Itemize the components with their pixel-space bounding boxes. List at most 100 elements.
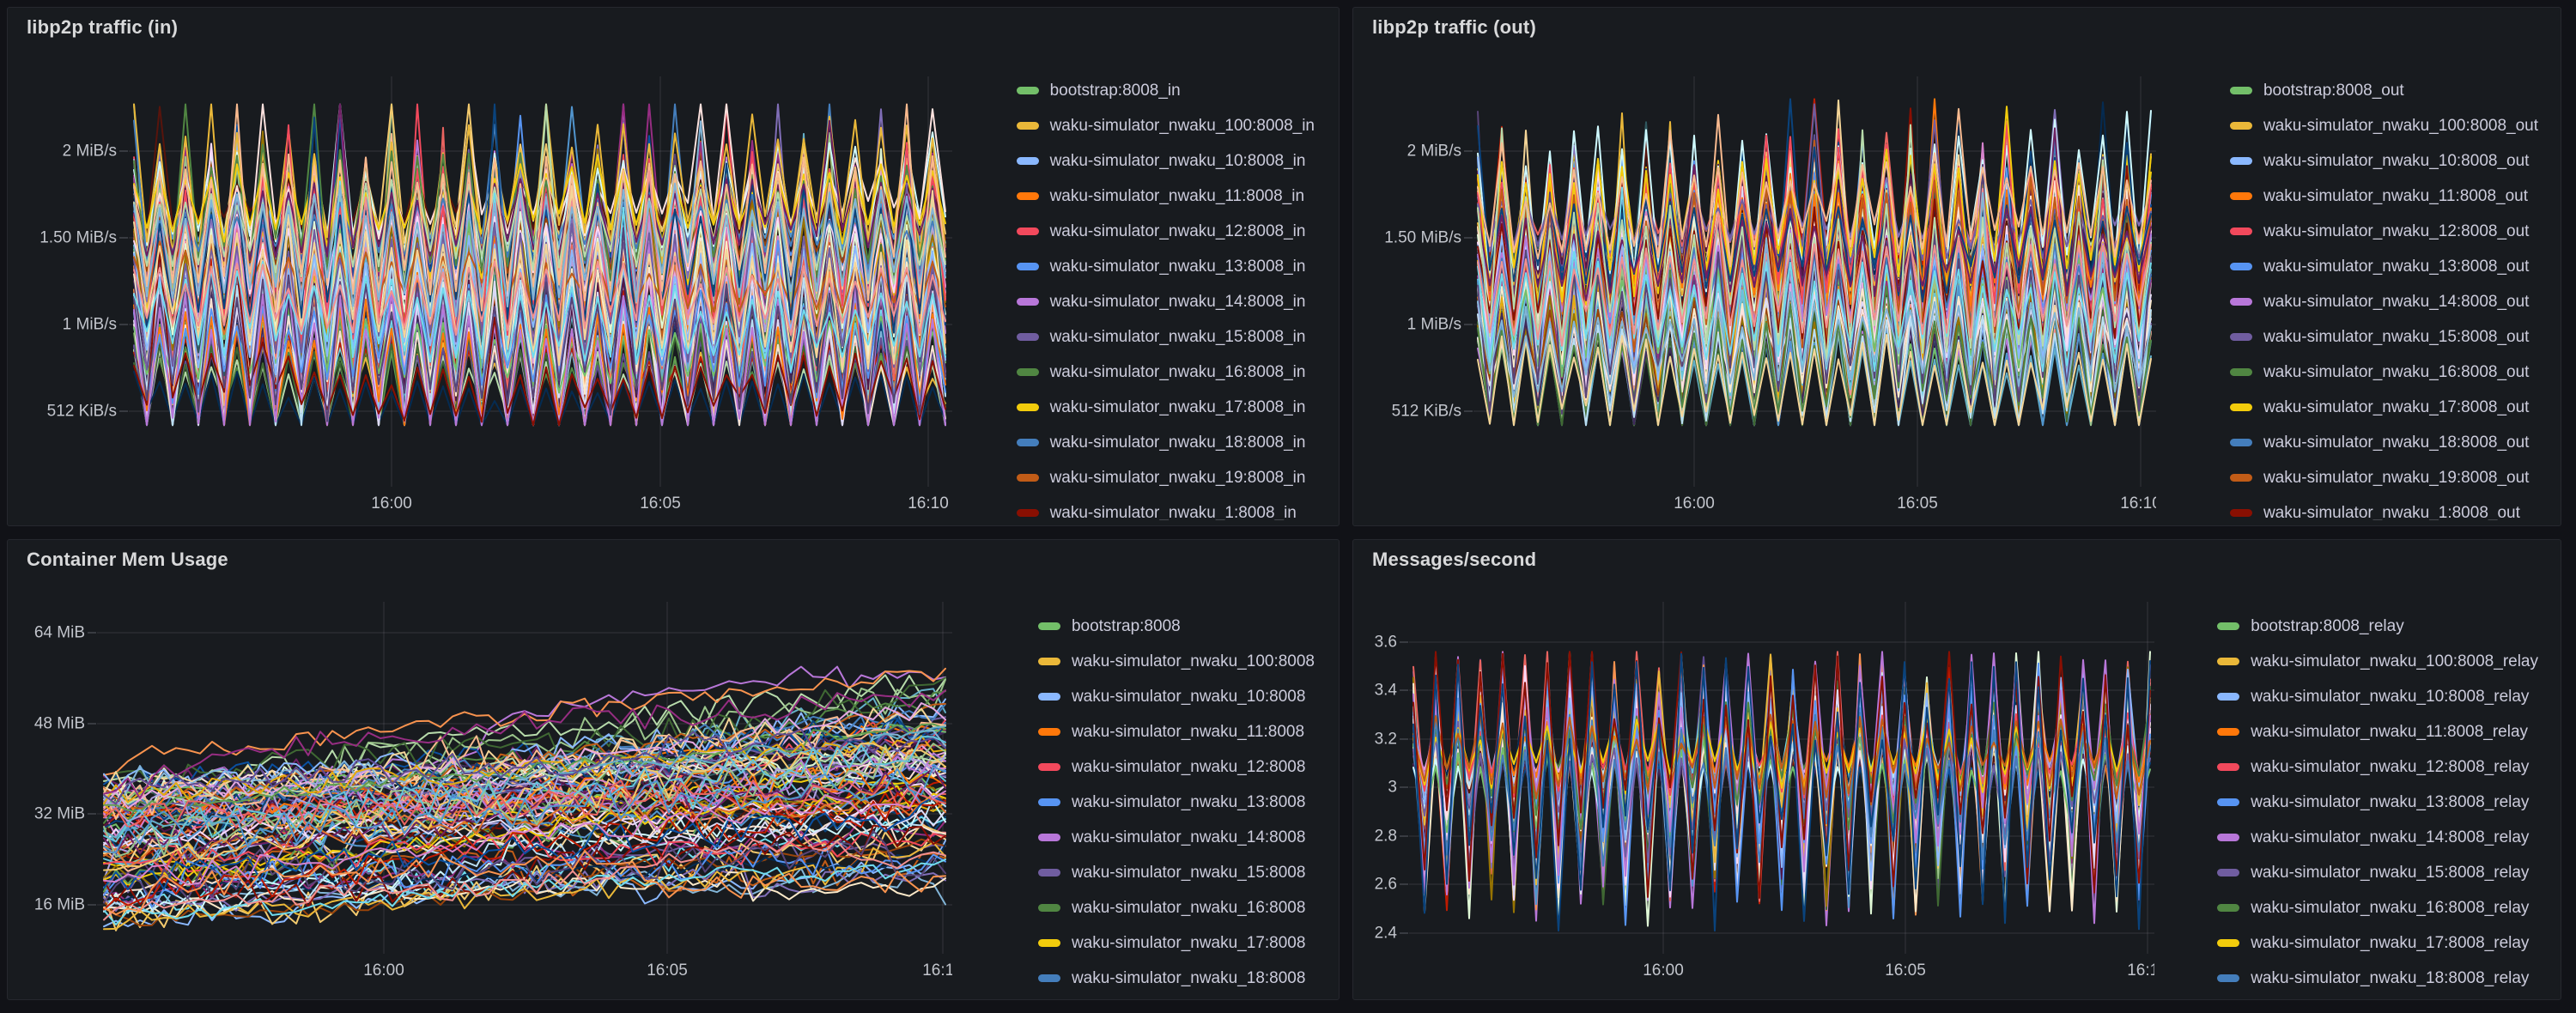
legend-item[interactable]: waku-simulator_nwaku_17:8008_in	[1016, 390, 1305, 425]
legend-label: waku-simulator_nwaku_16:8008_relay	[2251, 898, 2530, 917]
legend-item[interactable]: bootstrap:8008_out	[2229, 73, 2404, 108]
legend-color-swatch	[1037, 974, 1060, 982]
legend-item[interactable]: waku-simulator_nwaku_11:8008_relay	[2217, 714, 2528, 749]
legend-item[interactable]: waku-simulator_nwaku_17:8008_out	[2229, 390, 2529, 425]
legend-item[interactable]: bootstrap:8008_in	[1016, 73, 1181, 108]
traffic-in-plot-area[interactable]	[129, 76, 952, 487]
legend-item[interactable]: waku-simulator_nwaku_11:8008_in	[1016, 179, 1304, 214]
legend-item[interactable]: waku-simulator_nwaku_10:8008_out	[2229, 143, 2529, 179]
legend-item[interactable]: waku-simulator_nwaku_17:8008_relay	[2217, 925, 2529, 961]
legend-color-swatch	[1037, 693, 1060, 701]
x-axis-tick: 16:10	[922, 961, 952, 980]
legend-item[interactable]: waku-simulator_nwaku_17:8008	[1037, 925, 1305, 961]
legend: bootstrap:8008_relay waku-simulator_nwaku…	[2217, 609, 2538, 994]
legend-item[interactable]: waku-simulator_nwaku_15:8008_in	[1016, 319, 1305, 355]
msgs-plot-area[interactable]	[1409, 602, 2154, 954]
legend-item[interactable]: waku-simulator_nwaku_19:8008_out	[2229, 460, 2529, 495]
legend-color-swatch	[1037, 622, 1060, 630]
series-line	[103, 792, 946, 911]
legend-item[interactable]: waku-simulator_nwaku_16:8008_in	[1016, 355, 1305, 390]
legend-label: waku-simulator_nwaku_10:8008	[1071, 687, 1306, 706]
legend-item[interactable]: waku-simulator_nwaku_14:8008_out	[2229, 284, 2529, 319]
legend-item[interactable]: waku-simulator_nwaku_12:8008_in	[1016, 214, 1306, 249]
legend-item[interactable]: waku-simulator_nwaku_14:8008_relay	[2217, 820, 2529, 855]
mem-plot-area[interactable]	[97, 602, 952, 954]
legend-label: waku-simulator_nwaku_11:8008_relay	[2251, 722, 2529, 741]
legend-color-swatch	[2217, 798, 2240, 806]
legend-item[interactable]: bootstrap:8008_relay	[2217, 609, 2404, 644]
legend-item[interactable]: waku-simulator_nwaku_11:8008_out	[2229, 179, 2528, 214]
series-line	[1477, 224, 2152, 427]
legend-item[interactable]: waku-simulator_nwaku_18:8008_in	[1016, 425, 1305, 460]
legend-item[interactable]: waku-simulator_nwaku_100:8008	[1037, 644, 1315, 679]
legend-color-swatch	[1016, 298, 1039, 306]
legend-label: waku-simulator_nwaku_12:8008_in	[1049, 221, 1306, 240]
legend-item[interactable]: waku-simulator_nwaku_10:8008	[1037, 679, 1306, 714]
legend-item[interactable]: waku-simulator_nwaku_16:8008_out	[2229, 355, 2529, 390]
y-axis-tick: 512 KiB/s	[1391, 402, 1461, 421]
panel-title[interactable]: libp2p traffic (in)	[27, 16, 179, 38]
legend-item[interactable]: waku-simulator_nwaku_15:8008_relay	[2217, 855, 2529, 890]
series-line	[103, 725, 946, 839]
legend-item[interactable]: waku-simulator_nwaku_13:8008_relay	[2217, 785, 2529, 820]
legend-item[interactable]: waku-simulator_nwaku_12:8008	[1037, 749, 1305, 785]
legend-label: waku-simulator_nwaku_100:8008_in	[1049, 116, 1315, 135]
series-line	[103, 871, 946, 918]
panel-title[interactable]: libp2p traffic (out)	[1372, 16, 1536, 38]
legend-item[interactable]: waku-simulator_nwaku_14:8008	[1037, 820, 1305, 855]
legend-item[interactable]: waku-simulator_nwaku_18:8008_relay	[2217, 961, 2529, 994]
legend-item[interactable]: waku-simulator_nwaku_18:8008	[1037, 961, 1305, 994]
series-line	[1413, 717, 2151, 795]
legend-item[interactable]: waku-simulator_nwaku_19:8008_in	[1016, 460, 1305, 495]
x-axis: 16:00 16:05 16:10	[1473, 494, 2156, 518]
y-axis-tick: 3.2	[1374, 730, 1397, 749]
legend-item[interactable]: waku-simulator_nwaku_16:8008	[1037, 890, 1305, 925]
legend-item[interactable]: waku-simulator_nwaku_11:8008	[1037, 714, 1304, 749]
series-line	[103, 689, 946, 799]
y-tick-mark	[1400, 738, 1408, 740]
series-line	[103, 758, 946, 794]
legend-item[interactable]: waku-simulator_nwaku_13:8008_in	[1016, 249, 1305, 284]
traffic-out-plot-area[interactable]	[1473, 76, 2156, 487]
panel-title[interactable]: Messages/second	[1372, 549, 1537, 570]
legend-label: bootstrap:8008_in	[1049, 81, 1181, 100]
legend-label: waku-simulator_nwaku_17:8008_relay	[2251, 933, 2530, 952]
legend-label: waku-simulator_nwaku_14:8008_relay	[2251, 828, 2530, 846]
series-line	[103, 786, 946, 886]
legend-item[interactable]: waku-simulator_nwaku_10:8008_in	[1016, 143, 1305, 179]
legend-item[interactable]: waku-simulator_nwaku_100:8008_relay	[2217, 644, 2538, 679]
legend-color-swatch	[2229, 192, 2252, 200]
legend-item[interactable]: waku-simulator_nwaku_12:8008_out	[2229, 214, 2529, 249]
series-line	[133, 242, 946, 427]
legend-item[interactable]: waku-simulator_nwaku_16:8008_relay	[2217, 890, 2529, 925]
legend-label: waku-simulator_nwaku_100:8008	[1071, 652, 1315, 670]
legend-item[interactable]: waku-simulator_nwaku_14:8008_in	[1016, 284, 1305, 319]
legend-item[interactable]: waku-simulator_nwaku_12:8008_relay	[2217, 749, 2529, 785]
y-tick-mark	[1400, 786, 1408, 788]
legend-color-swatch	[2229, 87, 2252, 94]
series-line	[103, 858, 946, 925]
legend-label: waku-simulator_nwaku_13:8008_out	[2263, 257, 2530, 276]
legend-item[interactable]: waku-simulator_nwaku_13:8008_out	[2229, 249, 2530, 284]
y-tick-mark	[1400, 641, 1408, 643]
series-line	[133, 250, 946, 427]
legend-item[interactable]: waku-simulator_nwaku_15:8008_out	[2229, 319, 2529, 355]
legend-item[interactable]: waku-simulator_nwaku_1:8008_in	[1016, 495, 1297, 520]
legend-item[interactable]: waku-simulator_nwaku_10:8008_relay	[2217, 679, 2529, 714]
series-line	[1413, 652, 2151, 932]
legend-item[interactable]: waku-simulator_nwaku_100:8008_out	[2229, 108, 2538, 143]
y-axis-tick: 1 MiB/s	[1406, 315, 1461, 334]
x-axis: 16:00 16:05 16:10	[129, 494, 952, 518]
series-line	[103, 801, 946, 914]
panel-title[interactable]: Container Mem Usage	[27, 549, 228, 570]
legend-item[interactable]: waku-simulator_nwaku_1:8008_out	[2229, 495, 2520, 520]
legend-item[interactable]: waku-simulator_nwaku_18:8008_out	[2229, 425, 2529, 460]
legend-item[interactable]: waku-simulator_nwaku_100:8008_in	[1016, 108, 1315, 143]
legend: bootstrap:8008_out waku-simulator_nwaku_1…	[2229, 73, 2538, 520]
legend-item[interactable]: bootstrap:8008	[1037, 609, 1181, 644]
legend-item[interactable]: waku-simulator_nwaku_13:8008	[1037, 785, 1305, 820]
legend-color-swatch	[1037, 763, 1060, 771]
legend-color-swatch	[1016, 227, 1039, 235]
x-axis-tick: 16:05	[647, 961, 688, 980]
legend-item[interactable]: waku-simulator_nwaku_15:8008	[1037, 855, 1305, 890]
